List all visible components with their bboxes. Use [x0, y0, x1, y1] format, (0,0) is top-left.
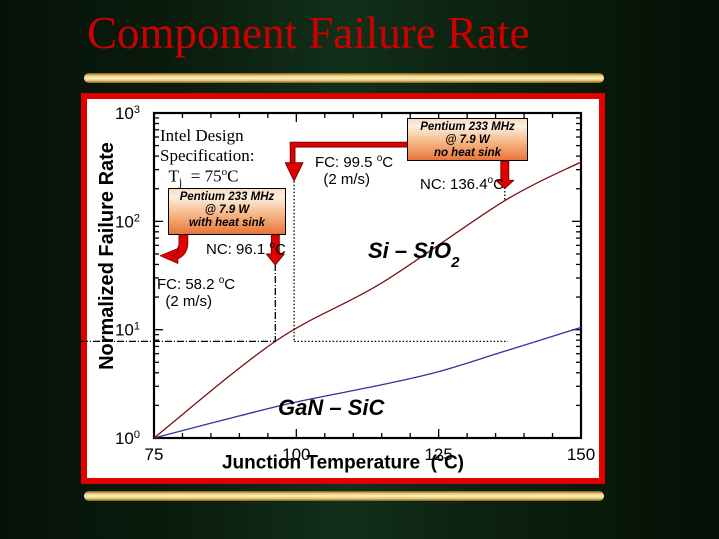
svg-text:125: 125 [424, 445, 452, 464]
svg-text:Si – SiO2: Si – SiO2 [368, 238, 460, 271]
svg-text:100: 100 [282, 445, 310, 464]
svg-text:101: 101 [115, 321, 140, 340]
svg-text:103: 103 [115, 104, 140, 123]
svg-text:102: 102 [115, 212, 140, 231]
svg-text:75: 75 [145, 445, 164, 464]
svg-text:150: 150 [567, 445, 595, 464]
svg-text:GaN – SiC: GaN – SiC [278, 395, 385, 420]
svg-text:100: 100 [115, 429, 140, 448]
